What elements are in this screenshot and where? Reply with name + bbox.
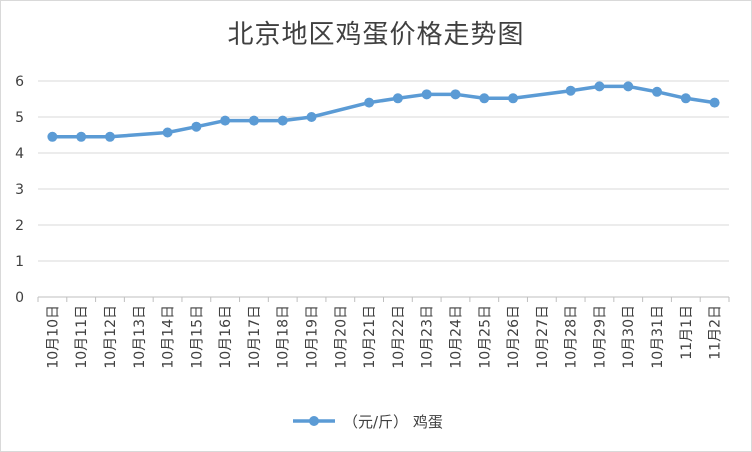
x-tick-label: 10月12日 <box>103 305 119 369</box>
legend-marker <box>309 416 319 426</box>
x-tick-label: 10月11日 <box>74 305 90 369</box>
x-tick-label: 10月28日 <box>564 305 580 369</box>
legend-label: （元/斤） 鸡蛋 <box>343 413 443 431</box>
y-axis: 0 1 2 3 4 5 6 <box>15 74 24 306</box>
x-tick-label: 10月10日 <box>45 305 61 369</box>
data-point <box>76 131 87 142</box>
data-point <box>392 93 403 104</box>
data-point <box>680 93 691 104</box>
x-tick-label: 10月23日 <box>420 305 436 369</box>
y-tick-label: 1 <box>15 254 24 270</box>
data-point <box>104 131 115 142</box>
data-point <box>652 86 663 97</box>
data-point <box>709 97 720 108</box>
x-tick-label: 10月19日 <box>305 305 321 369</box>
x-tick-label: 11月2日 <box>708 305 724 360</box>
x-axis: 10月10日 10月11日 10月12日 10月13日 10月14日 10月15日 10月1… <box>37 297 730 369</box>
data-point <box>508 93 519 104</box>
x-tick-label: 10月29日 <box>592 305 608 369</box>
data-point <box>220 115 231 126</box>
data-point <box>565 85 576 96</box>
x-tick-label: 10月17日 <box>247 305 263 369</box>
y-tick-label: 0 <box>15 290 24 306</box>
data-point <box>479 93 490 104</box>
x-tick-label: 10月13日 <box>132 305 148 369</box>
data-point <box>277 115 288 126</box>
x-tick-label: 10月15日 <box>189 305 205 369</box>
data-point <box>594 81 605 92</box>
data-point <box>364 97 375 108</box>
x-tick-label: 11月1日 <box>679 305 695 360</box>
x-tick-label: 10月14日 <box>161 305 177 369</box>
data-point <box>47 131 58 142</box>
y-tick-label: 5 <box>15 110 24 126</box>
x-tick-label: 10月30日 <box>621 305 637 369</box>
legend: （元/斤） 鸡蛋 <box>293 413 443 431</box>
x-tick-label: 10月25日 <box>477 305 493 369</box>
x-tick-label: 10月26日 <box>506 305 522 369</box>
series-layer <box>47 81 720 142</box>
chart-title: 北京地区鸡蛋价格走势图 <box>227 20 525 50</box>
x-tick-label: 10月22日 <box>391 305 407 369</box>
y-tick-label: 6 <box>15 74 24 90</box>
y-tick-label: 3 <box>15 182 24 198</box>
y-tick-label: 4 <box>15 146 24 162</box>
x-tick-label: 10月31日 <box>650 305 666 369</box>
y-tick-label: 2 <box>15 218 24 234</box>
x-tick-label: 10月27日 <box>535 305 551 369</box>
data-point <box>248 115 259 126</box>
x-tick-label: 10月18日 <box>276 305 292 369</box>
data-point <box>421 89 432 100</box>
series-line <box>52 84 715 139</box>
data-point <box>162 127 173 138</box>
data-point <box>623 81 634 92</box>
x-tick-label: 10月20日 <box>333 305 349 369</box>
x-tick-label: 10月16日 <box>218 305 234 369</box>
data-point <box>191 121 202 132</box>
x-tick-label: 10月24日 <box>448 305 464 369</box>
data-point <box>306 112 317 122</box>
data-point <box>450 89 461 100</box>
x-tick-label: 10月21日 <box>362 305 378 369</box>
gridlines <box>38 80 729 298</box>
